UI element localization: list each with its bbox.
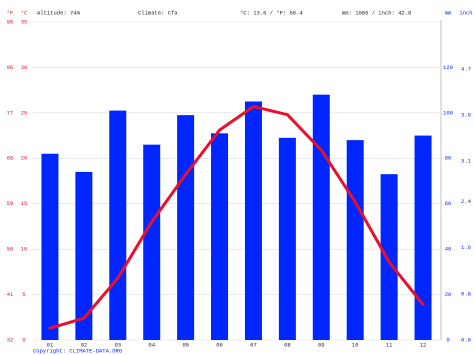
- x-tick-label: 08: [284, 341, 291, 348]
- precipitation-bar: [244, 101, 262, 340]
- temperature-summary: °C: 13.6 / °F: 56.4: [240, 9, 303, 16]
- x-tick-label: 11: [386, 341, 393, 348]
- precipitation-bar: [380, 174, 398, 340]
- precipitation-bar: [312, 94, 330, 340]
- y-tick-label: 30: [21, 64, 28, 71]
- inch-tick-label: 0.0: [461, 336, 471, 343]
- y-tick-label: 10: [21, 246, 28, 253]
- x-tick-label: 02: [81, 341, 88, 348]
- x-tick-label: 07: [250, 341, 257, 348]
- fahrenheit-tick-label: 50: [7, 246, 14, 253]
- mm-tick-label: 100: [443, 109, 453, 116]
- y-tick-label: 5: [22, 291, 25, 298]
- fahrenheit-tick-label: 32: [7, 336, 14, 343]
- inch-tick-label: 3.1: [461, 158, 472, 165]
- precipitation-bar: [143, 144, 161, 340]
- y-tick-label: 25: [21, 109, 28, 116]
- precipitation-bar: [211, 133, 229, 340]
- x-tick-label: 05: [182, 341, 189, 348]
- inch-tick-label: 4.7: [461, 65, 471, 72]
- fahrenheit-tick-label: 86: [7, 64, 14, 71]
- y-tick-label: 0: [22, 336, 25, 343]
- inch-tick-label: 1.6: [461, 244, 471, 251]
- precipitation-bar: [75, 171, 93, 340]
- y-tick-label: 35: [21, 18, 28, 25]
- precipitation-bar: [109, 110, 127, 340]
- x-tick-label: 01: [47, 341, 54, 348]
- x-tick-label: 04: [148, 341, 155, 348]
- y-tick-label: 15: [21, 200, 28, 207]
- fahrenheit-tick-label: 59: [7, 200, 14, 207]
- x-tick-label: 09: [318, 341, 325, 348]
- precipitation-bar: [177, 115, 195, 340]
- copyright: Copyright: CLIMATE-DATA.ORG: [33, 347, 122, 354]
- fahrenheit-tick-label: 68: [7, 155, 14, 162]
- mm-tick-label: 20: [445, 291, 452, 298]
- fahrenheit-tick-label: 41: [7, 291, 14, 298]
- precipitation-bar: [41, 153, 59, 340]
- x-tick-label: 03: [114, 341, 121, 348]
- fahrenheit-tick-label: 77: [7, 109, 14, 116]
- inch-tick-label: 3.9: [461, 111, 471, 118]
- x-tick-label: 12: [420, 341, 427, 348]
- precipitation-bar: [346, 140, 364, 340]
- mm-tick-label: 40: [445, 246, 452, 253]
- altitude: Altitude: 74m: [37, 9, 81, 16]
- y-tick-label: 20: [21, 155, 28, 162]
- precipitation-summary: mm: 1086 / inch: 42.8: [342, 9, 411, 16]
- x-tick-label: 06: [216, 341, 223, 348]
- fahrenheit-tick-label: 95: [7, 18, 14, 25]
- mm-tick-label: 60: [445, 200, 452, 207]
- climate: Climate: Cfa: [138, 9, 178, 16]
- temperature-line: [48, 105, 425, 330]
- unit-label: °F: [7, 9, 14, 16]
- precipitation-bar: [414, 135, 432, 340]
- precipitation-bar: [278, 137, 296, 340]
- x-tick-label: 10: [352, 341, 359, 348]
- inch-tick-label: 2.4: [461, 198, 472, 205]
- unit-label: °C: [21, 9, 28, 16]
- unit-label: inch: [459, 9, 472, 16]
- mm-tick-label: 80: [445, 155, 452, 162]
- unit-label: mm: [445, 9, 452, 16]
- mm-tick-label: 120: [443, 64, 453, 71]
- mm-tick-label: 0: [446, 336, 449, 343]
- inch-tick-label: 0.8: [461, 290, 471, 297]
